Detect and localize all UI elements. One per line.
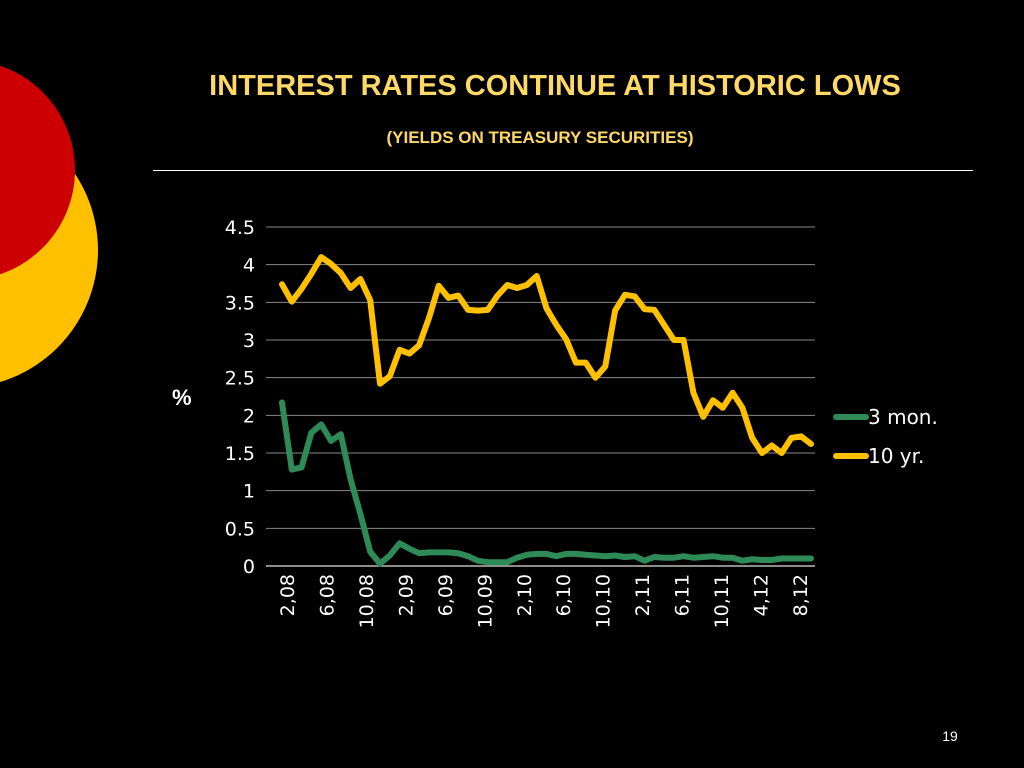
x-tick-label: 4,12 [751,574,773,616]
x-tick-label: 8,12 [790,574,812,616]
y-tick-label: 1 [243,481,255,503]
x-tick-label: 2,09 [395,574,417,616]
y-tick-label: 0.5 [225,518,255,540]
red-circle [0,65,75,275]
series-3mon-line [279,399,814,567]
x-tick-label: 2,08 [277,574,299,616]
x-tick-label: 2,11 [632,574,654,616]
legend-entry-10yr: 10 yr. [868,444,924,468]
y-axis-label: % [172,385,192,410]
x-tick-label: 6,09 [435,574,457,616]
y-tick-label: 3.5 [225,292,255,314]
y-tick-label: 4 [243,255,255,277]
y-tick-label: 2.5 [225,368,255,390]
y-tick-label: 2 [243,405,255,427]
x-tick-label: 2,10 [514,574,536,616]
x-tick-label: 10,10 [593,574,615,628]
y-tick-label: 1.5 [225,443,255,465]
x-tick-label: 10,08 [356,574,378,628]
slide-subtitle: (YIELDS ON TREASURY SECURITIES) [386,128,694,147]
y-tick-label: 0 [243,556,255,578]
x-tick-label: 6,10 [553,574,575,616]
slide-title: INTEREST RATES CONTINUE AT HISTORIC LOWS [209,70,901,102]
legend-entry-3mon: 3 mon. [868,405,938,429]
decorative-circles [0,65,98,383]
x-tick-label: 6,08 [316,574,338,616]
y-tick-label: 4.5 [225,217,255,239]
x-tick-label: 10,09 [474,574,496,628]
series-10yr-line [279,254,814,456]
y-tick-label: 3 [243,330,255,352]
title-divider [153,170,973,171]
x-tick-label: 10,11 [711,574,733,628]
x-tick-label: 6,11 [672,574,694,616]
slide-number: 19 [942,728,958,744]
